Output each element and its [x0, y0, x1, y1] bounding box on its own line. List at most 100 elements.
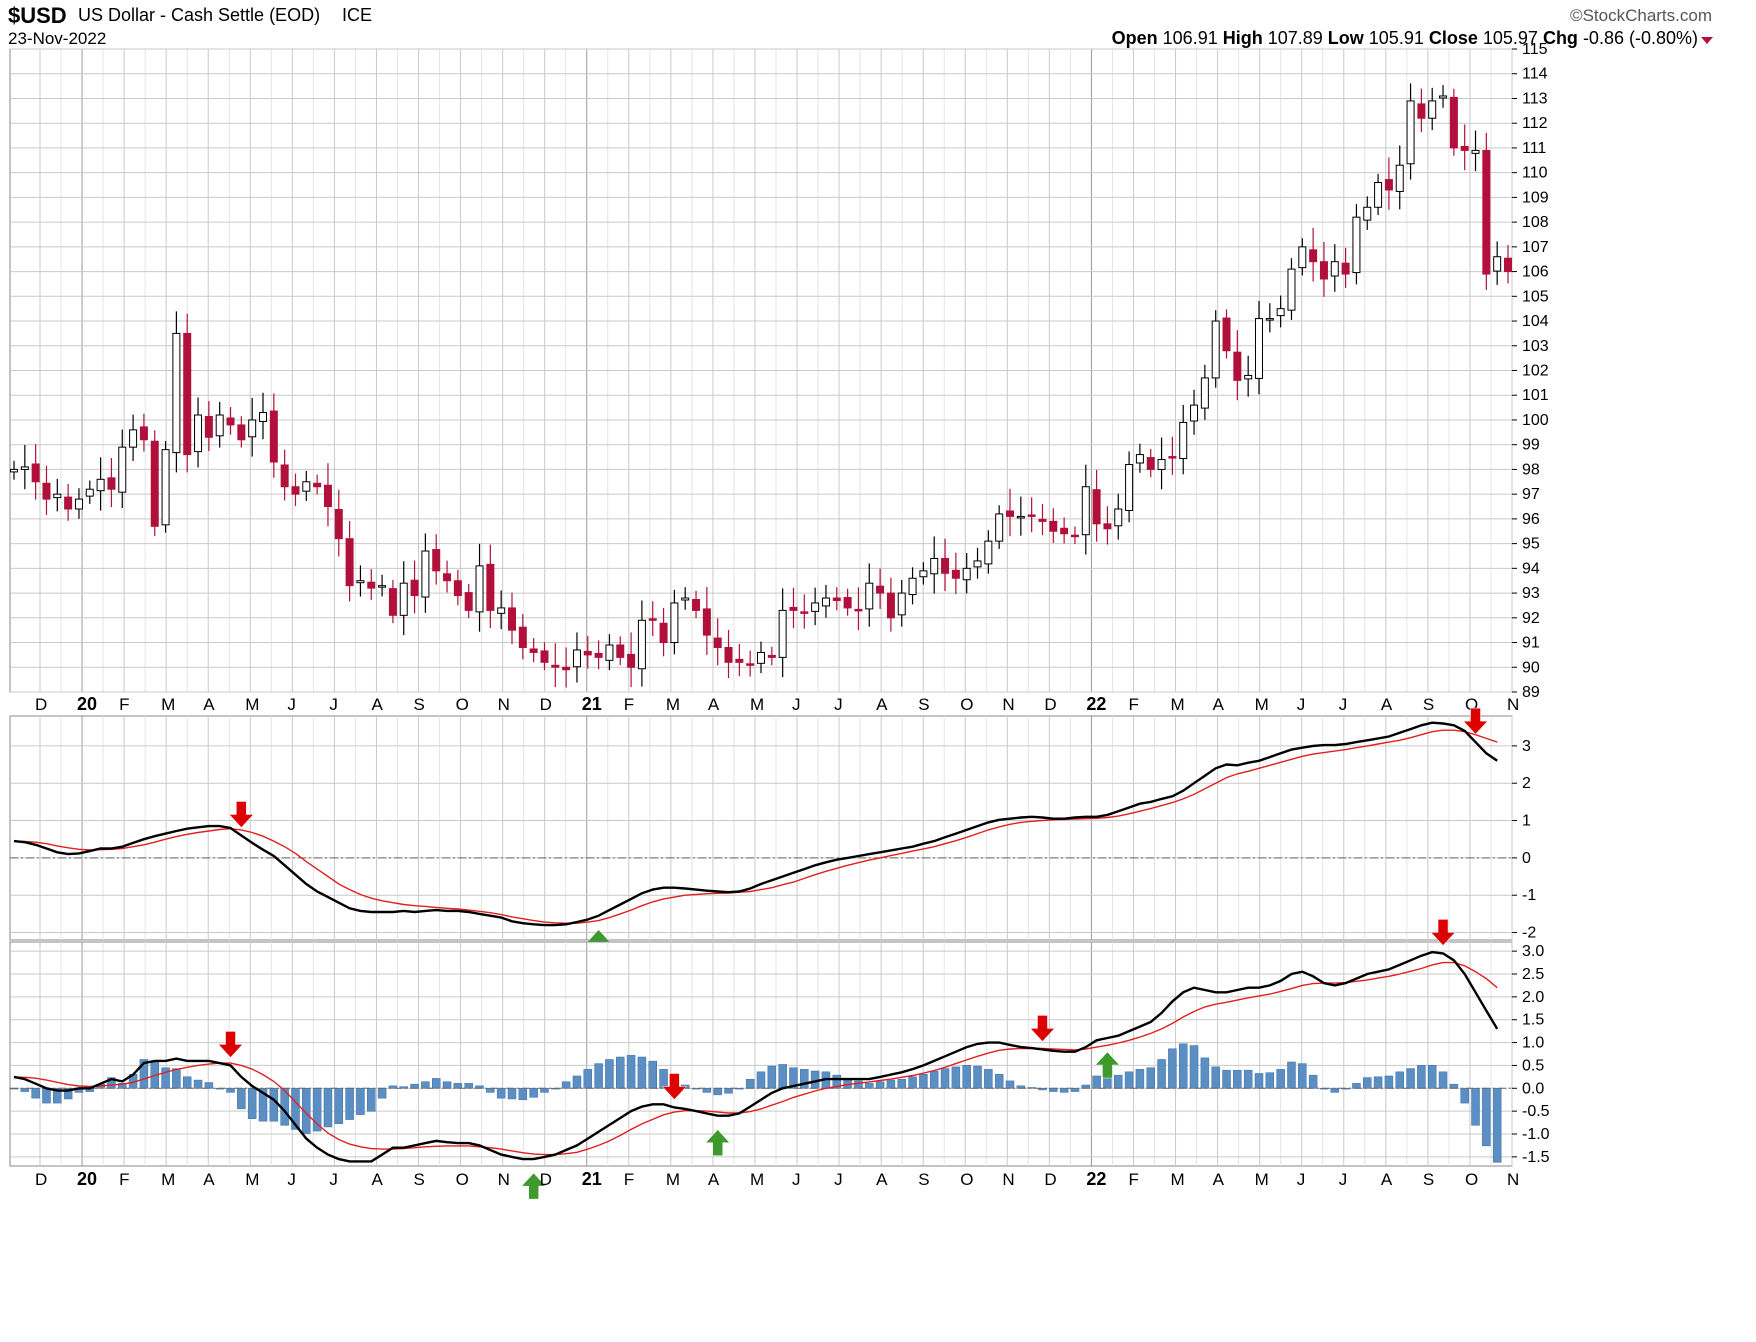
histogram-bar	[518, 1088, 528, 1101]
x-tick-label: A	[876, 695, 888, 714]
ohlc-value-open: 106.91	[1163, 28, 1218, 48]
y-tick-label: 93	[1522, 585, 1540, 602]
x-tick-label: S	[414, 1170, 425, 1189]
x-tick-label: D	[35, 695, 47, 714]
y-tick-label: 103	[1522, 338, 1549, 355]
candle-down	[594, 652, 603, 658]
histogram-bar	[1070, 1088, 1080, 1092]
candle-down	[107, 477, 116, 490]
candle-up	[1265, 318, 1274, 321]
histogram-bar	[648, 1060, 657, 1089]
candle-down	[31, 463, 40, 483]
x-tick-label: S	[1423, 695, 1434, 714]
candle-up	[129, 429, 138, 448]
x-tick-label: J	[1339, 1170, 1348, 1189]
histogram-bar	[172, 1068, 181, 1089]
candle-up	[259, 412, 267, 422]
candle-up	[1363, 206, 1372, 221]
signal-line	[13, 961, 1498, 1156]
histogram-bar	[53, 1088, 62, 1104]
candle-down	[941, 557, 950, 574]
candle-down	[508, 607, 516, 631]
x-tick-label: J	[287, 1170, 296, 1189]
candle-down	[42, 482, 51, 500]
histogram-bar	[984, 1069, 993, 1089]
x-tick-label: D	[540, 695, 552, 714]
x-tick-label: J	[287, 695, 296, 714]
y-tick-label: 114	[1522, 66, 1548, 83]
x-tick-label: A	[203, 695, 215, 714]
x-tick-label: F	[119, 695, 129, 714]
candle-up	[85, 488, 94, 497]
histogram-bar	[1449, 1083, 1459, 1089]
candle-down	[1222, 317, 1231, 352]
x-tick-label: S	[414, 695, 425, 714]
histogram-bar	[778, 1064, 787, 1089]
y-tick-label: 0	[1522, 850, 1531, 867]
panel-frame	[9, 715, 1513, 941]
histogram-bar	[529, 1088, 538, 1098]
y-tick-label: 94	[1522, 560, 1540, 577]
x-tick-label: D	[35, 1170, 47, 1189]
candle-down	[1103, 523, 1112, 530]
histogram-bar	[1124, 1071, 1134, 1089]
histogram-bar	[1471, 1088, 1480, 1126]
histogram-bar	[507, 1088, 517, 1100]
histogram-bar	[1157, 1059, 1166, 1089]
histogram-bar	[1243, 1069, 1253, 1089]
y-tick-label: -1.5	[1522, 1149, 1550, 1166]
histogram-bar	[702, 1088, 712, 1093]
y-tick-label: 2.0	[1522, 989, 1544, 1006]
x-tick-label: M	[1255, 1170, 1269, 1189]
histogram-bar	[1417, 1064, 1426, 1089]
candle-down	[1319, 261, 1328, 280]
ohlc-row: Open 106.91 High 107.89 Low 105.91 Close…	[1112, 28, 1713, 48]
y-tick-label: 2	[1522, 775, 1531, 792]
candle-down	[746, 663, 755, 666]
candle-down	[269, 410, 278, 463]
ohlc-readout: Open 106.91 High 107.89 Low 105.91 Close…	[1112, 28, 1698, 48]
histogram-bar	[431, 1078, 441, 1089]
y-tick-label: 107	[1522, 239, 1549, 256]
histogram-bar	[940, 1068, 950, 1089]
x-tick-label: O	[960, 695, 973, 714]
candle-up	[670, 602, 679, 644]
candle-down	[388, 588, 397, 616]
histogram-bar	[973, 1065, 982, 1089]
candle-up	[356, 580, 365, 584]
histogram-bar	[226, 1088, 235, 1093]
histogram-bar	[886, 1079, 896, 1089]
histogram-bar	[1395, 1071, 1404, 1089]
candle-up	[1439, 95, 1448, 99]
ohlc-value-chg: -0.86 (-0.80%)	[1583, 28, 1698, 48]
sell-arrow-icon	[1462, 707, 1489, 735]
candle-up	[20, 466, 29, 470]
candle-down	[204, 415, 213, 438]
histogram-bar	[767, 1065, 777, 1089]
candle-up	[778, 609, 787, 658]
candle-up	[302, 481, 311, 492]
histogram-bar	[713, 1088, 722, 1096]
histogram-bar	[832, 1074, 842, 1089]
histogram-bar	[637, 1056, 647, 1089]
candle-down	[334, 508, 343, 540]
histogram-bar	[875, 1081, 885, 1089]
candle-down	[291, 486, 300, 495]
candle-down	[1504, 257, 1512, 273]
y-tick-label: 98	[1522, 461, 1540, 478]
histogram-bar	[572, 1075, 582, 1089]
candle-up	[681, 597, 690, 601]
y-tick-label: 115	[1522, 41, 1548, 58]
candle-up	[378, 585, 387, 588]
histogram-bar	[269, 1088, 279, 1122]
chart-header: $USD US Dollar - Cash Settle (EOD) ICE 2…	[8, 3, 1713, 48]
candle-up	[637, 619, 646, 670]
histogram-bar	[1427, 1064, 1437, 1089]
candle-up	[930, 557, 939, 575]
candle-down	[1092, 489, 1101, 525]
histogram-bar	[1363, 1077, 1372, 1089]
histogram-bar	[659, 1069, 668, 1089]
x-tick-label: A	[371, 1170, 383, 1189]
sell-arrow-icon	[217, 1031, 244, 1058]
x-tick-label: F	[624, 695, 634, 714]
